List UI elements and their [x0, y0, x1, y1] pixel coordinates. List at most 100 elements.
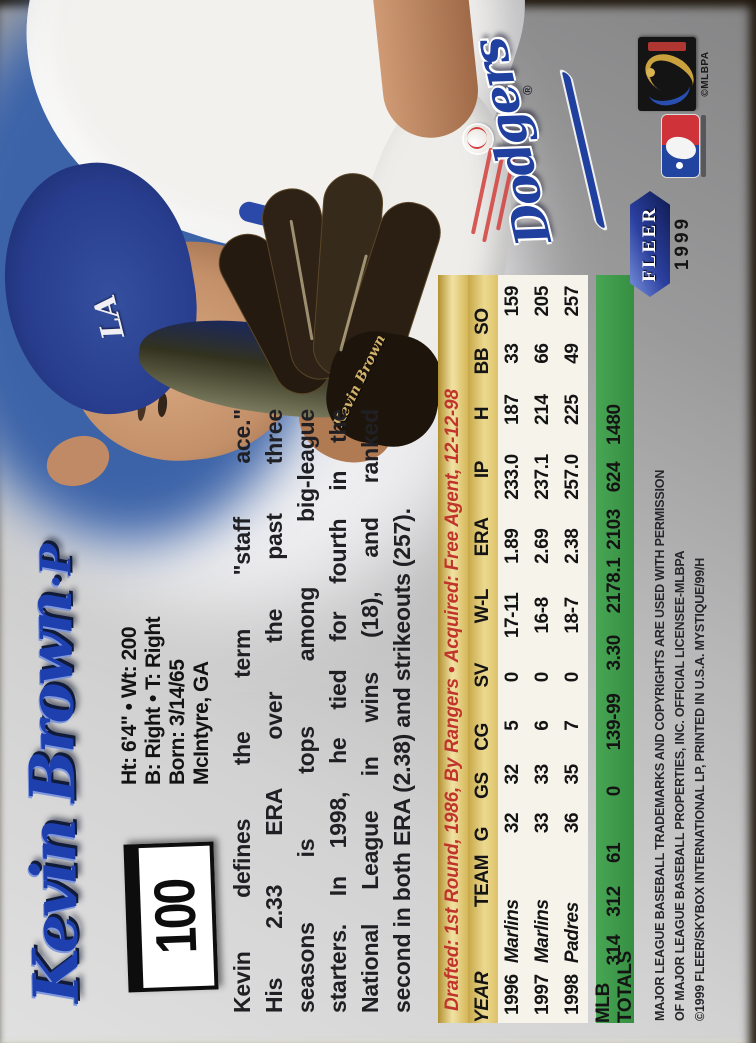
player-description: Kevin defines the term "staff ace." His 2…	[226, 409, 418, 1013]
transactions-strip: Drafted: 1st Round, 1986, By Rangers • A…	[438, 275, 468, 1023]
stat-cell: 35	[562, 764, 583, 785]
stat-cell: 32	[502, 812, 523, 834]
stat-cell: 18-7	[562, 597, 583, 634]
fleer-wordmark: FLEER	[639, 206, 660, 282]
ball-icon	[676, 162, 683, 169]
mlbpa-players-choice-logo	[638, 37, 696, 111]
mlb-caption-smudge	[701, 115, 706, 177]
stats-header-cell: CG	[472, 723, 493, 751]
stats-header-cell: ERA	[472, 517, 493, 557]
stat-cell: 7	[562, 720, 583, 731]
stat-cell: 32	[502, 764, 523, 785]
stats-header-cell: YEAR	[472, 971, 493, 1023]
stat-cell-team: Marlins	[502, 899, 523, 964]
stat-cell-year: 1996	[502, 974, 523, 1015]
totals-cell: 312	[604, 886, 625, 917]
stat-cell-team: Marlins	[532, 899, 553, 964]
stats-gap	[588, 275, 596, 1023]
player-position: ·P	[31, 544, 81, 590]
totals-cell: MLB TOTALS	[593, 951, 636, 1023]
card-number: 100	[143, 878, 210, 955]
stat-cell: 257.0	[562, 454, 583, 500]
description-line: seasons is tops among big-league	[293, 409, 319, 1013]
stats-body: 1996 Marlins 32 32 5 0 17-11 1.89 233.0 …	[498, 275, 588, 1023]
stat-cell: 5	[502, 720, 523, 731]
stat-cell: 0	[562, 672, 583, 683]
fleer-logo: FLEER	[630, 191, 670, 297]
stat-cell: 6	[532, 720, 553, 731]
totals-cell: 3.30	[604, 635, 625, 671]
stat-cell: 66	[532, 343, 553, 364]
bio-line: Ht: 6'4" • Wt: 200	[118, 627, 141, 785]
totals-cell: 139-99	[604, 693, 625, 751]
stats-header-cell: BB	[472, 347, 493, 375]
stat-cell: 233.0	[502, 454, 523, 500]
stat-cell: 225	[562, 394, 583, 425]
copyright-line: MAJOR LEAGUE BASEBALL TRADEMARKS AND COP…	[653, 469, 667, 1021]
stats-header-cell: H	[472, 406, 493, 421]
stat-cell-year: 1997	[532, 974, 553, 1015]
stats-row: 1998 Padres 36 35 7 0 18-7 2.38 257.0 22…	[558, 275, 588, 1023]
stat-cell: 16-8	[532, 597, 553, 634]
totals-cell: 2103	[604, 509, 625, 550]
description-line: Kevin defines the term "staff ace."	[229, 409, 255, 1013]
mlb-logo	[662, 115, 699, 177]
registered-trademark: ®	[520, 85, 535, 95]
bio-line: McIntyre, GA	[190, 661, 213, 785]
wordmark-underline	[561, 70, 606, 230]
gold-player-head-icon	[646, 68, 655, 77]
totals-cell: 314	[604, 934, 625, 966]
stat-cell: 159	[502, 286, 523, 317]
dodgers-logo: Dodgers	[452, 33, 622, 253]
stat-cell: 33	[532, 764, 553, 785]
stat-cell: 257	[562, 286, 583, 317]
stats-row: 1997 Marlins 33 33 6 0 16-8 2.69 237.1 2…	[528, 275, 558, 1023]
stat-cell: 2.38	[562, 528, 583, 564]
stats-totals-row: MLB TOTALS 314 312 61 0 139-99 3.30 2178.1 2103 6…	[593, 275, 636, 1023]
mlbpa-copyright: ©MLBPA	[700, 51, 711, 97]
stats-header-cell: IP	[472, 460, 493, 479]
stat-cell: 205	[532, 286, 553, 317]
stat-cell: 1.89	[502, 528, 523, 564]
stat-cell: 0	[532, 672, 553, 683]
stats-header-cell: SV	[472, 662, 493, 688]
description-line: National League in wins (18), and ranked	[357, 409, 383, 1013]
stats-header-cell: TEAM	[472, 854, 493, 908]
copyright-line: OF MAJOR LEAGUE BASEBALL PROPERTIES, INC…	[673, 550, 687, 1021]
stat-cell: 33	[502, 343, 523, 364]
red-mark	[648, 42, 686, 51]
stat-cell-year: 1998	[562, 974, 583, 1015]
stats-header-row: YEAR TEAM G GS CG SV W-L ERA IP H BB SO	[468, 275, 498, 1023]
stat-cell: 214	[532, 394, 553, 425]
totals-cell: 61	[604, 842, 625, 864]
player-name: Kevin Brown·P	[12, 544, 93, 1004]
stat-cell: 0	[502, 672, 523, 683]
description-line: His 2.33 ERA over the past three	[261, 409, 287, 1013]
totals-cell: 1480	[604, 404, 625, 445]
totals-cell: 2178.1	[604, 557, 625, 614]
stat-cell-team: Padres	[562, 902, 583, 964]
bio-block: Ht: 6'4" • Wt: 200 B: Right • T: Right Bor…	[118, 617, 214, 785]
description-line: starters. In 1998, he tied for fourth in…	[325, 409, 351, 1013]
stats-header-cell: W-L	[472, 588, 493, 624]
player-name-text: Kevin Brown	[12, 592, 93, 1004]
stat-cell: 36	[562, 812, 583, 834]
card-number-box: 100	[123, 841, 219, 993]
stats-table: YEAR TEAM G GS CG SV W-L ERA IP H BB SO 1996 Marlin…	[468, 275, 636, 1023]
stats-header-cell: SO	[472, 308, 493, 335]
stat-cell: 187	[502, 394, 523, 425]
copyright-block: MAJOR LEAGUE BASEBALL TRADEMARKS AND COP…	[650, 470, 710, 1021]
batter-silhouette-icon	[666, 133, 696, 163]
stats-row: 1996 Marlins 32 32 5 0 17-11 1.89 233.0 …	[498, 275, 528, 1023]
description-line: second in both ERA (2.38) and strikeouts…	[389, 508, 415, 1013]
copyright-line: ©1999 FLEER/SKYBOX INTERNATIONAL LP, PRI…	[693, 557, 707, 1021]
stat-cell: 49	[562, 343, 583, 364]
stats-header-cell: GS	[472, 772, 493, 799]
stat-cell: 2.69	[532, 528, 553, 564]
stat-cell: 237.1	[532, 454, 553, 500]
stats-header-cell: G	[472, 826, 493, 842]
totals-cell: 624	[604, 461, 625, 493]
